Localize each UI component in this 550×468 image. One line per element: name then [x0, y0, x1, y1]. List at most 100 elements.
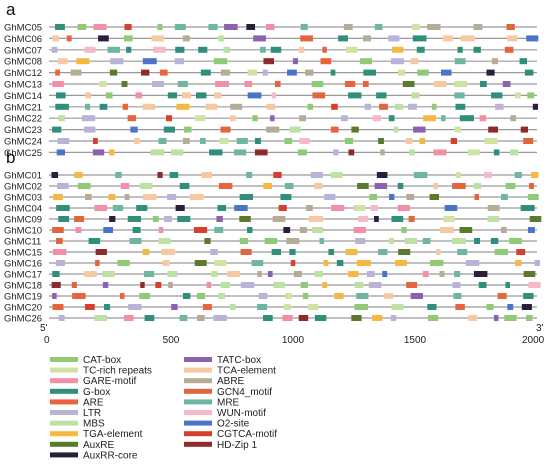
panel-b-cis-element-box — [348, 271, 359, 277]
panel-b-cis-element-box — [454, 271, 461, 277]
panel-b-cis-element-box — [433, 183, 438, 189]
panel-b-cis-element-box — [474, 238, 480, 244]
panel-a-cis-element-box — [153, 46, 166, 53]
panel-a-cis-element-box — [200, 69, 211, 76]
panel-b-cis-element-box — [322, 282, 328, 288]
panel-a-cis-element-box — [85, 92, 92, 99]
panel-b-cis-element-box — [177, 216, 191, 222]
legend-label-gare-motif: GARE-motif — [83, 376, 137, 387]
panel-a-cis-element-box — [457, 46, 463, 53]
panel-b-gene-label-ghmc26: GhMC26 — [4, 314, 42, 325]
panel-b-cis-element-box — [429, 194, 439, 200]
panel-b-cis-element-box — [196, 293, 206, 299]
panel-a-cis-element-box — [417, 69, 429, 76]
panel-a-cis-element-box — [320, 58, 332, 65]
panel-a-cis-element-box — [70, 69, 82, 76]
panel-a-cis-element-box — [394, 103, 404, 110]
panel-a-cis-element-box — [220, 126, 231, 133]
panel-b-cis-element-box — [140, 282, 145, 288]
panel-b-cis-element-box — [169, 172, 179, 178]
panel-a-cis-element-box — [460, 35, 475, 42]
panel-b-cis-element-box — [283, 304, 291, 310]
panel-a-cis-element-box — [236, 138, 248, 144]
panel-a-cis-element-box — [433, 81, 447, 87]
panel-a-gene-label-ghmc07: GhMC07 — [4, 45, 42, 56]
panel-a-cis-element-box — [52, 35, 60, 42]
panel-b-cis-element-box — [216, 216, 223, 222]
panel-a-cis-element-box — [76, 58, 90, 65]
panel-a-cis-element-box — [523, 138, 534, 144]
panel-b-cis-element-box — [501, 194, 508, 200]
panel-a-cis-element-box — [364, 103, 371, 110]
panel-b-cis-element-box — [56, 205, 70, 211]
panel-a-cis-element-box — [266, 103, 276, 110]
panel-b-cis-element-box — [139, 293, 151, 299]
panel-a-cis-element-box — [491, 92, 503, 99]
panel-a-cis-element-box — [520, 126, 529, 133]
panel-b-cis-element-box — [220, 282, 230, 288]
panel-b-cis-element-box — [398, 249, 411, 255]
panel-b-cis-element-box — [95, 260, 100, 266]
panel-a-cis-element-box — [441, 69, 452, 76]
legend-label-gcn4-motif: GCN4_motif — [217, 387, 272, 398]
panel-a-cis-element-box — [151, 35, 165, 42]
panel-a-cis-element-box — [121, 81, 128, 87]
panel-b-gene-label-ghmc17: GhMC17 — [4, 270, 42, 281]
panel-a-cis-element-box — [388, 115, 395, 122]
panel-b-cis-element-box — [115, 172, 122, 178]
panel-b-cis-element-box — [285, 293, 292, 299]
panel-a-cis-element-box — [311, 81, 324, 87]
panel-a-cis-element-box — [441, 115, 446, 122]
legend-swatch-gcn4-motif — [184, 388, 212, 394]
panel-a-cis-element-box — [519, 58, 528, 65]
panel-a-cis-element-box — [142, 58, 157, 65]
panel-b-cis-element-box — [319, 238, 324, 244]
panel-a-cis-element-box — [526, 35, 539, 42]
panel-b-cis-element-box — [523, 271, 536, 277]
panel-a-cis-element-box — [300, 35, 313, 42]
panel-a-cis-element-box — [244, 81, 253, 87]
panel-a-cis-element-box — [433, 149, 447, 156]
panel-a-cis-element-box — [380, 149, 385, 156]
legend-swatch-mre — [184, 399, 212, 405]
legend-swatch-are — [50, 399, 78, 405]
panel-b-cis-element-box — [391, 304, 404, 310]
panel-b-cis-element-box — [306, 205, 313, 211]
panel-b-cis-element-box — [486, 304, 494, 310]
legend-label-mre: MRE — [217, 397, 240, 408]
legend-swatch-tatc-box — [184, 357, 212, 362]
panel-b-cis-element-box — [94, 205, 108, 211]
panel-a-cis-element-box — [300, 24, 308, 30]
panel-a-cis-element-box — [82, 115, 96, 122]
panel-b-cis-element-box — [193, 227, 208, 233]
panel-a-cis-element-box — [467, 149, 480, 156]
panel-a-cis-element-box — [209, 149, 223, 156]
panel-a-cis-element-box — [408, 103, 417, 110]
panel-b-cis-element-box — [214, 260, 227, 266]
axis-tick-label-500: 500 — [163, 335, 180, 346]
panel-b-cis-element-box — [330, 172, 343, 178]
panel-b-cis-element-box — [529, 183, 534, 189]
panel-a-cis-element-box — [141, 69, 150, 76]
panel-b-cis-element-box — [124, 194, 130, 200]
panel-a-cis-element-box — [506, 24, 515, 30]
panel-a-cis-element-box — [177, 81, 188, 87]
panel-a-cis-element-box — [175, 46, 185, 53]
panel-a-cis-element-box — [174, 58, 184, 65]
legend-swatch-gare-motif — [50, 378, 78, 384]
panel-b-cis-element-box — [94, 315, 108, 321]
panel-a-cis-element-box — [442, 35, 453, 42]
panel-b-gene-label-ghmc10: GhMC10 — [4, 226, 42, 237]
panel-a-cis-element-box — [126, 46, 132, 53]
panel-a-cis-element-box — [260, 46, 266, 53]
panel-b-cis-element-box — [218, 183, 233, 189]
panel-b-cis-element-box — [353, 227, 366, 233]
panel-b-cis-element-box — [158, 238, 171, 244]
panel-b-cis-element-box — [490, 238, 499, 244]
panel-a-gene-label-ghmc05: GhMC05 — [4, 23, 42, 34]
panel-a-cis-element-box — [247, 92, 262, 99]
panel-a-cis-element-box — [363, 69, 377, 76]
panel-b-cis-element-box — [351, 315, 362, 321]
panel-a-cis-element-box — [265, 24, 275, 30]
legend-label-tga-element: TGA-element — [83, 429, 143, 440]
